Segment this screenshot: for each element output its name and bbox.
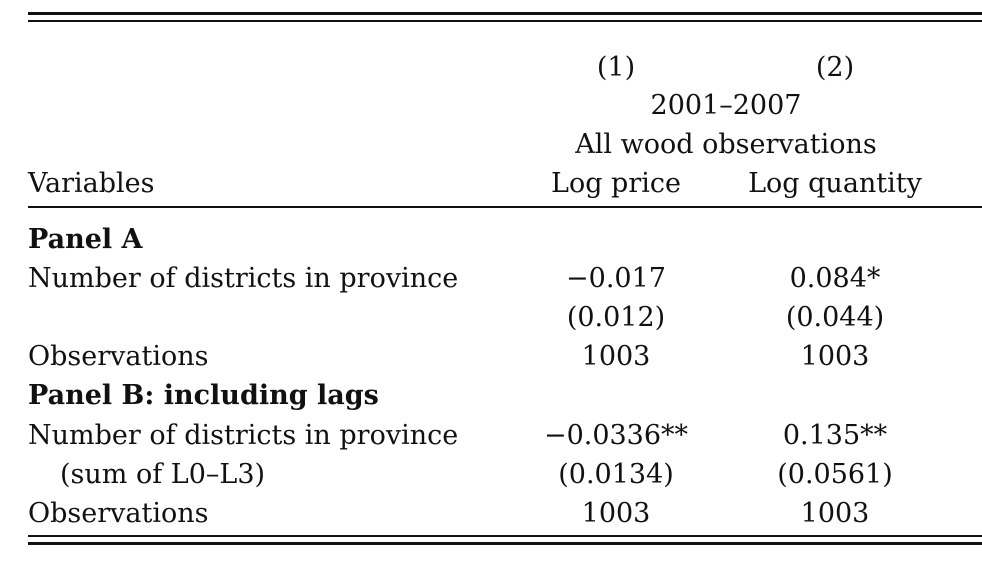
bottom-rule	[28, 542, 982, 545]
panel-b-se-col1: (0.0134)	[558, 459, 674, 490]
panel-b-obs-col1: 1003	[581, 498, 651, 529]
col2-name: Log quantity	[748, 168, 922, 199]
panel-a-obs-label: Observations	[28, 341, 209, 372]
panel-a-coef-col2: 0.084*	[789, 263, 881, 294]
col2-number: (2)	[815, 52, 855, 83]
panel-a-title: Panel A	[28, 224, 143, 255]
panel-a-obs-col2: 1003	[800, 341, 870, 372]
panel-b-title: Panel B: including lags	[28, 380, 379, 411]
bottom-rule-inner	[28, 535, 982, 537]
panel-a-obs-col1: 1003	[581, 341, 651, 372]
header-rule	[28, 206, 982, 208]
panel-b-coef-col2: 0.135**	[782, 420, 888, 451]
top-rule	[28, 12, 982, 15]
col1-name: Log price	[551, 168, 681, 199]
row-label-header: Variables	[28, 168, 155, 199]
top-rule-inner	[28, 20, 982, 22]
panel-b-row-label: Number of districts in province	[28, 420, 459, 451]
panel-a-se-col1: (0.012)	[566, 302, 666, 333]
panel-a-se-col2: (0.044)	[785, 302, 885, 333]
panel-b-se-col2: (0.0561)	[777, 459, 893, 490]
sample-header: All wood observations	[575, 129, 877, 160]
col1-number: (1)	[596, 52, 636, 83]
panel-a-coef-col1: −0.017	[566, 263, 666, 294]
panel-b-obs-col2: 1003	[800, 498, 870, 529]
panel-a-row-label: Number of districts in province	[28, 263, 459, 294]
period-header: 2001–2007	[650, 90, 802, 121]
panel-b-obs-label: Observations	[28, 498, 209, 529]
panel-b-coef-col1: −0.0336**	[543, 420, 689, 451]
panel-b-se-label: (sum of L0–L3)	[60, 459, 266, 490]
